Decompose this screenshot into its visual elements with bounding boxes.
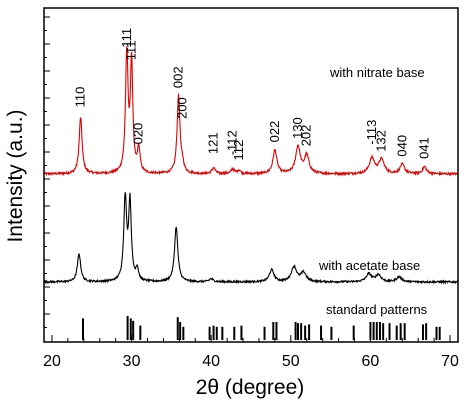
peak-label-8: 112 <box>231 140 246 161</box>
peak-label-14: 040 <box>394 135 409 157</box>
annotation-acetate: with acetate base <box>318 258 420 273</box>
peak-label-11: 202 <box>299 125 314 147</box>
standard-pattern-group <box>82 316 441 340</box>
x-tick-label-1: 30 <box>123 353 141 370</box>
x-tick-label-0: 20 <box>43 353 61 370</box>
x-axis-title: 2θ (degree) <box>196 376 305 399</box>
peak-label-0: 110 <box>73 87 88 108</box>
peak-label-2: 111 <box>124 41 139 61</box>
peak-label-10: 130 <box>290 117 305 139</box>
plot-frame <box>43 7 459 343</box>
annotation-standard: standard patterns <box>326 302 428 317</box>
peak-label-6: 121 <box>206 132 221 154</box>
y-ticks-group <box>44 16 50 328</box>
peak-label-1: -111 <box>119 28 134 52</box>
peak-label-4: 002 <box>171 66 186 88</box>
nitrate-series-group <box>43 46 459 177</box>
peak-label-15: 041 <box>417 137 432 159</box>
nitrate-pattern-line <box>43 46 459 177</box>
x-tick-label-3: 50 <box>282 353 300 370</box>
peak-label-5: 200 <box>175 97 190 119</box>
peak-label-9: 022 <box>267 121 282 143</box>
x-tick-label-5: 70 <box>441 353 459 370</box>
x-ticks-group: 20 30 40 50 60 70 <box>43 335 459 370</box>
peak-label-7: -112 <box>225 130 240 155</box>
peak-label-12: -113 <box>364 120 379 145</box>
x-tick-label-2: 40 <box>202 353 220 370</box>
peak-label-3: 020 <box>131 123 146 145</box>
acetate-series-group <box>43 192 459 285</box>
annotation-nitrate: with nitrate base <box>329 65 425 80</box>
acetate-pattern-line <box>43 192 459 285</box>
peak-label-13: 132 <box>374 130 389 152</box>
y-axis-title: Intensity (a.u.) <box>4 109 27 242</box>
x-tick-label-4: 60 <box>362 353 380 370</box>
